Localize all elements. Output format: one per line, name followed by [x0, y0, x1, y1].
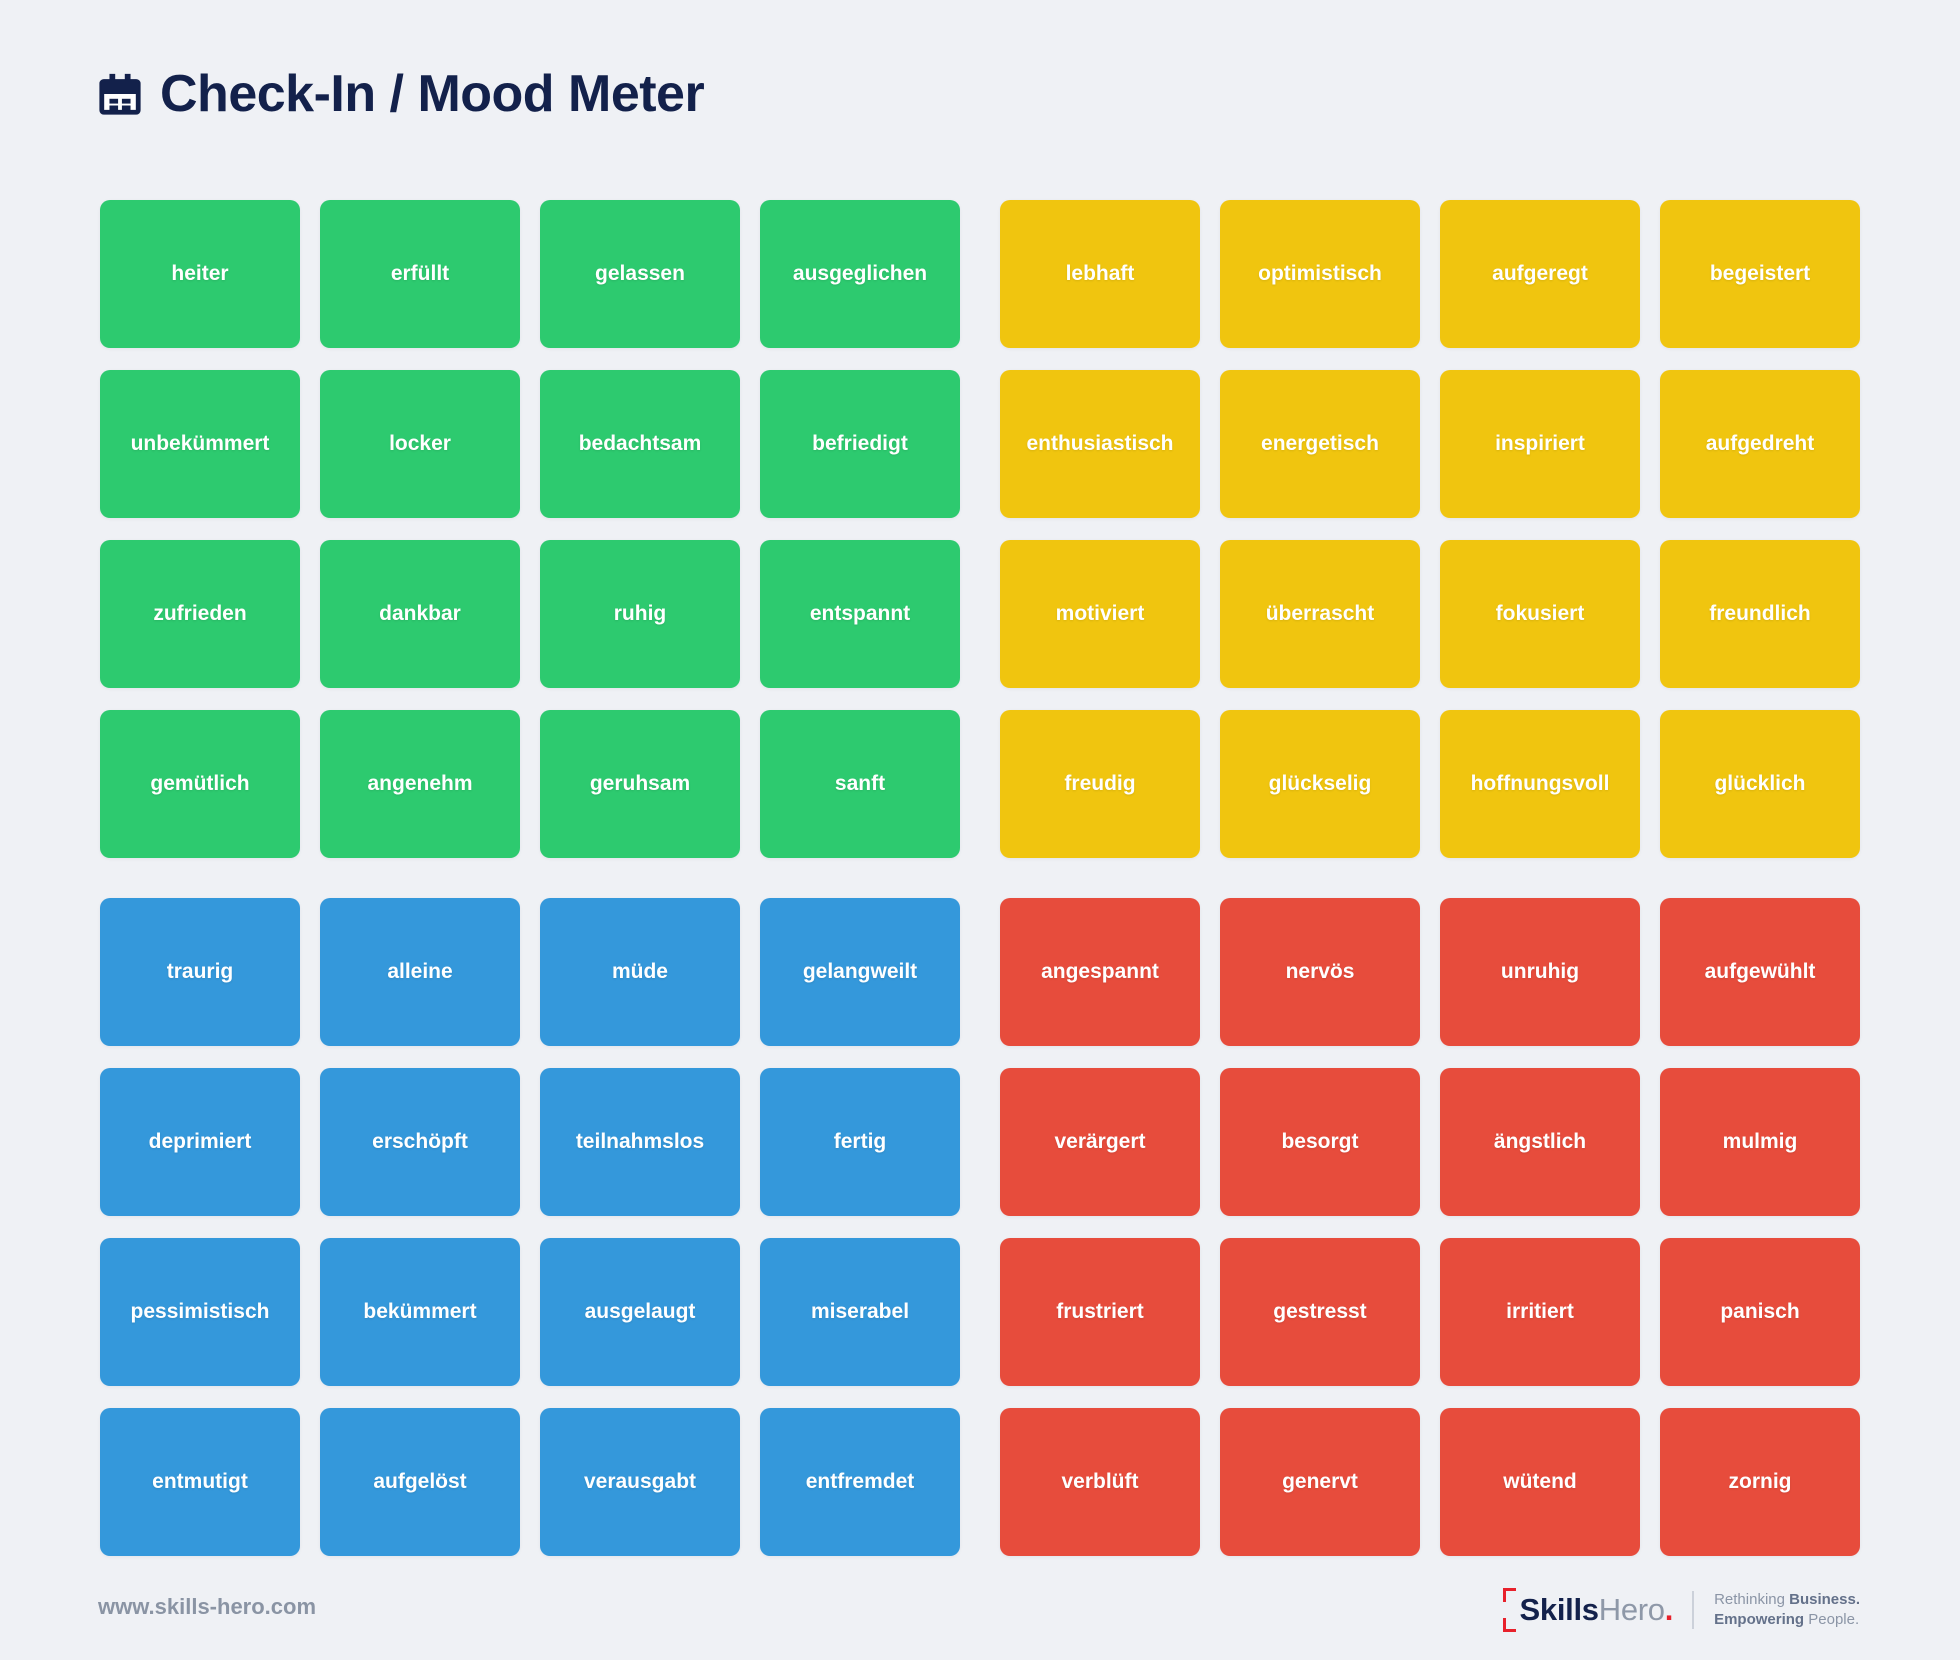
tagline-line: Empowering People.	[1714, 1611, 1860, 1628]
mood-tile[interactable]: teilnahmslos	[540, 1068, 740, 1216]
mood-tile[interactable]: nervös	[1220, 898, 1420, 1046]
header: Check-In / Mood Meter	[97, 64, 705, 124]
mood-tile[interactable]: gemütlich	[100, 710, 300, 858]
mood-tile[interactable]: glücklich	[1660, 710, 1860, 858]
tagline-line: Rethinking Business.	[1714, 1591, 1860, 1608]
mood-tile[interactable]: heiter	[100, 200, 300, 348]
mood-tile[interactable]: sanft	[760, 710, 960, 858]
quadrant-green: heiter erfüllt gelassen ausgeglichen unbeküm…	[100, 200, 960, 858]
mood-tile[interactable]: aufgeregt	[1440, 200, 1640, 348]
quadrant-blue: traurig alleine müde gelangweilt deprimiert e…	[100, 898, 960, 1556]
mood-tile[interactable]: verärgert	[1000, 1068, 1200, 1216]
mood-tile[interactable]: begeistert	[1660, 200, 1860, 348]
mood-tile[interactable]: motiviert	[1000, 540, 1200, 688]
mood-tile[interactable]: mulmig	[1660, 1068, 1860, 1216]
mood-tile[interactable]: aufgedreht	[1660, 370, 1860, 518]
mood-tile[interactable]: alleine	[320, 898, 520, 1046]
mood-tile[interactable]: wütend	[1440, 1408, 1640, 1556]
mood-tile[interactable]: freudig	[1000, 710, 1200, 858]
mood-tile[interactable]: verausgabt	[540, 1408, 740, 1556]
mood-tile[interactable]: bedachtsam	[540, 370, 740, 518]
mood-tile[interactable]: befriedigt	[760, 370, 960, 518]
mood-tile[interactable]: gelassen	[540, 200, 740, 348]
mood-tile[interactable]: ausgelaugt	[540, 1238, 740, 1386]
mood-tile[interactable]: ausgeglichen	[760, 200, 960, 348]
mood-tile[interactable]: bekümmert	[320, 1238, 520, 1386]
mood-tile[interactable]: besorgt	[1220, 1068, 1420, 1216]
mood-tile[interactable]: müde	[540, 898, 740, 1046]
mood-tile[interactable]: überrascht	[1220, 540, 1420, 688]
mood-tile[interactable]: ruhig	[540, 540, 740, 688]
mood-tile[interactable]: gelangweilt	[760, 898, 960, 1046]
mood-tile[interactable]: aufgelöst	[320, 1408, 520, 1556]
quadrant-yellow: lebhaft optimistisch aufgeregt begeistert en…	[1000, 200, 1860, 858]
mood-tile[interactable]: gestresst	[1220, 1238, 1420, 1386]
mood-tile[interactable]: locker	[320, 370, 520, 518]
mood-tile[interactable]: dankbar	[320, 540, 520, 688]
website-url: www.skills-hero.com	[98, 1594, 317, 1619]
mood-tile[interactable]: deprimiert	[100, 1068, 300, 1216]
mood-tile[interactable]: angespannt	[1000, 898, 1200, 1046]
mood-tile[interactable]: fokusiert	[1440, 540, 1640, 688]
mood-tile[interactable]: erschöpft	[320, 1068, 520, 1216]
quadrant-red: angespannt nervös unruhig aufgewühlt verärge…	[1000, 898, 1860, 1556]
logo-dot: .	[1664, 1592, 1674, 1627]
calendar-icon	[97, 71, 143, 117]
mood-tile[interactable]: energetisch	[1220, 370, 1420, 518]
mood-tile[interactable]: irritiert	[1440, 1238, 1640, 1386]
mood-tile[interactable]: pessimistisch	[100, 1238, 300, 1386]
mood-tile[interactable]: miserabel	[760, 1238, 960, 1386]
mood-tile[interactable]: unbekümmert	[100, 370, 300, 518]
mood-tile[interactable]: glückselig	[1220, 710, 1420, 858]
mood-grid: heiter erfüllt gelassen ausgeglichen unbeküm…	[100, 200, 1860, 1556]
mood-tile[interactable]: hoffnungsvoll	[1440, 710, 1640, 858]
logo-bracket-icon	[1502, 1588, 1517, 1632]
mood-tile[interactable]: zornig	[1660, 1408, 1860, 1556]
mood-tile[interactable]: aufgewühlt	[1660, 898, 1860, 1046]
mood-tile[interactable]: angenehm	[320, 710, 520, 858]
mood-tile[interactable]: enthusiastisch	[1000, 370, 1200, 518]
mood-tile[interactable]: entfremdet	[760, 1408, 960, 1556]
mood-tile[interactable]: traurig	[100, 898, 300, 1046]
mood-tile[interactable]: entmutigt	[100, 1408, 300, 1556]
mood-tile[interactable]: optimistisch	[1220, 200, 1420, 348]
mood-tile[interactable]: freundlich	[1660, 540, 1860, 688]
mood-tile[interactable]: zufrieden	[100, 540, 300, 688]
logo-tagline: Rethinking Business. Empowering People.	[1714, 1590, 1860, 1630]
mood-tile[interactable]: geruhsam	[540, 710, 740, 858]
skillshero-logo: SkillsHero. Rethinking Business. Empoweri…	[1502, 1585, 1860, 1635]
logo-text: SkillsHero.	[1520, 1592, 1674, 1628]
page-title: Check-In / Mood Meter	[160, 65, 705, 123]
mood-tile[interactable]: fertig	[760, 1068, 960, 1216]
mood-tile[interactable]: entspannt	[760, 540, 960, 688]
mood-tile[interactable]: unruhig	[1440, 898, 1640, 1046]
logo-skills: Skills	[1519, 1592, 1600, 1627]
mood-tile[interactable]: frustriert	[1000, 1238, 1200, 1386]
mood-tile[interactable]: genervt	[1220, 1408, 1420, 1556]
mood-tile[interactable]: panisch	[1660, 1238, 1860, 1386]
logo-hero: Hero	[1598, 1592, 1665, 1627]
mood-tile[interactable]: lebhaft	[1000, 200, 1200, 348]
logo-divider	[1692, 1591, 1695, 1629]
mood-tile[interactable]: inspiriert	[1440, 370, 1640, 518]
mood-tile[interactable]: verblüft	[1000, 1408, 1200, 1556]
mood-tile[interactable]: ängstlich	[1440, 1068, 1640, 1216]
mood-tile[interactable]: erfüllt	[320, 200, 520, 348]
